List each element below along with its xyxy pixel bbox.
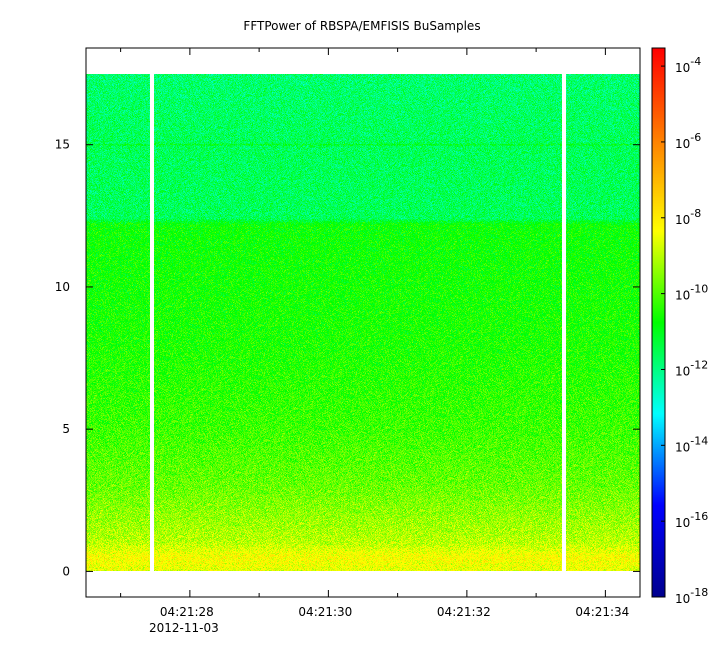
colorbar-tick-label: 10-18 — [675, 586, 708, 606]
colorbar-tick-exponent: -6 — [690, 131, 701, 144]
colorbar-tick-label: 10-8 — [675, 207, 701, 227]
colorbar-tick-exponent: -10 — [690, 283, 708, 296]
colorbar-tick-label: 10-4 — [675, 55, 701, 75]
colorbar-tick-exponent: -8 — [690, 207, 701, 220]
x-tick-label: 04:21:32 — [437, 605, 491, 619]
colorbar-tick-exponent: -4 — [690, 55, 701, 68]
y-tick-label: 0 — [62, 564, 70, 578]
colorbar-frame — [651, 47, 666, 598]
axes-layer: 0 5 10 15 04:21:28 2012-11-03 04:21:30 04:21:32… — [55, 47, 641, 635]
y-tick-label: 10 — [55, 280, 70, 294]
colorbar-tick-label: 10-10 — [675, 283, 708, 303]
colorbar-tick-label: 10-14 — [675, 434, 708, 454]
plot-frame — [85, 47, 641, 598]
spectrogram-image — [86, 48, 640, 597]
x-tick-label: 04:21:34 — [575, 605, 629, 619]
colorbar-tick-exponent: -16 — [690, 510, 708, 523]
x-tick-label: 04:21:30 — [298, 605, 352, 619]
y-tick-label: 5 — [62, 422, 70, 436]
colorbar-tick-exponent: -12 — [690, 358, 708, 371]
colorbar-tick-label: 10-16 — [675, 510, 708, 530]
colorbar-layer: 10-4 10-6 10-8 10-10 10-12 10-14 10-16 10-18 — [651, 47, 708, 606]
x-tick-sublabel: 2012-11-03 — [149, 621, 219, 635]
colorbar-gradient — [652, 48, 665, 597]
y-tick-label: 15 — [55, 138, 70, 152]
colorbar-tick-exponent: -18 — [690, 586, 708, 599]
colorbar-tick-exponent: -14 — [690, 434, 708, 447]
colorbar-tick-label: 10-12 — [675, 358, 708, 378]
x-tick-label: 04:21:28 — [160, 605, 214, 619]
colorbar-tick-label: 10-6 — [675, 131, 701, 151]
chart-title: FFTPower of RBSPA/EMFISIS BuSamples — [243, 19, 480, 33]
